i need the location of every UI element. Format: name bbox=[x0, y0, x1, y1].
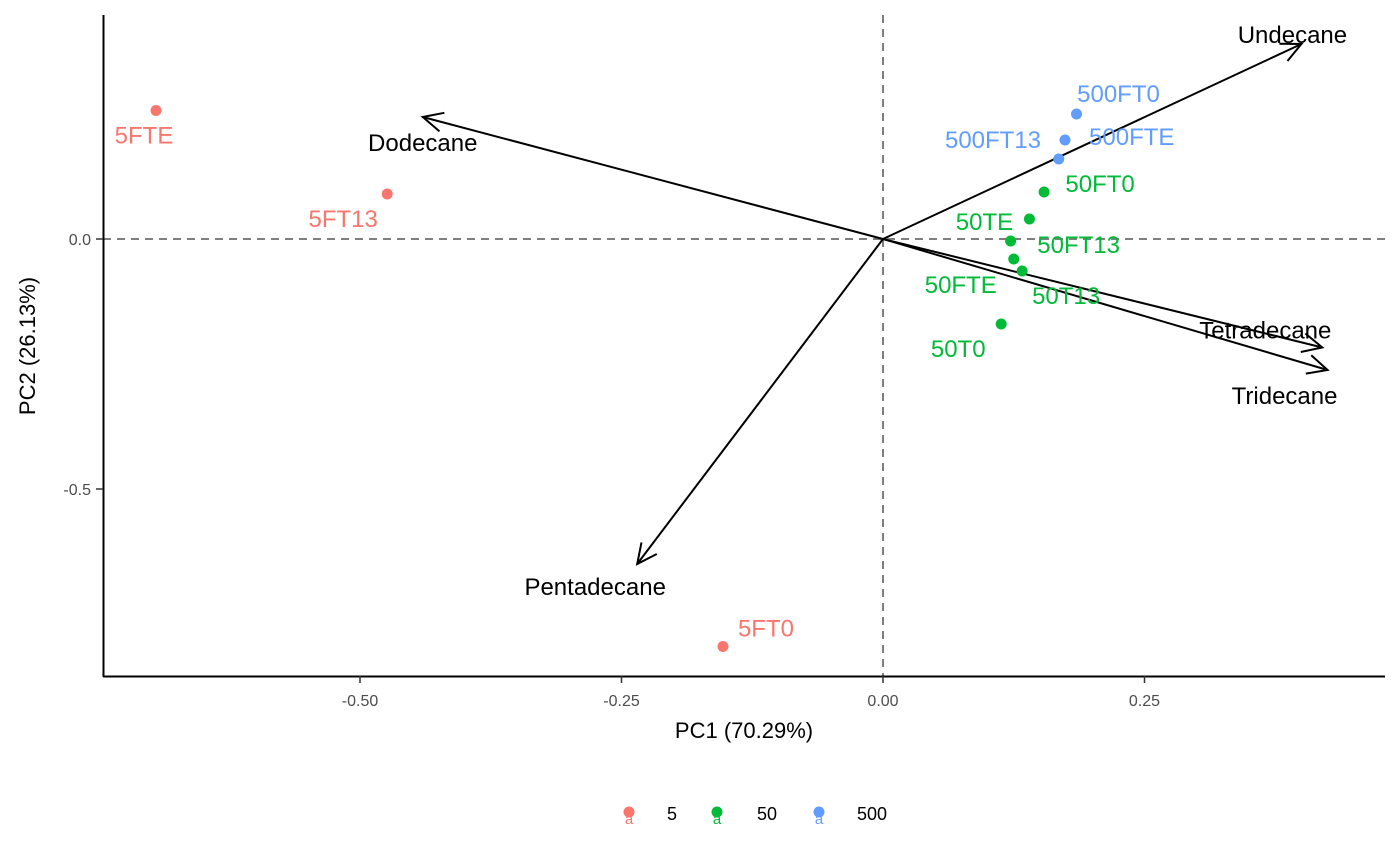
point-label-50ft0: 50FT0 bbox=[1065, 171, 1134, 198]
x-tick-label: -0.50 bbox=[342, 693, 379, 710]
point-500ft13 bbox=[1059, 134, 1071, 146]
loading-arrow-tetradecane bbox=[882, 238, 1323, 349]
point-50t13 bbox=[1016, 265, 1028, 277]
arrowhead-tridecane bbox=[1305, 354, 1330, 375]
reference-lines bbox=[103, 15, 1385, 676]
legend-item-50: a 50 bbox=[711, 804, 777, 828]
point-500fte bbox=[1053, 153, 1065, 165]
legend-key-glyph: a bbox=[625, 811, 634, 828]
legend-item-500: a 500 bbox=[813, 804, 887, 828]
point-label-5fte: 5FTE bbox=[115, 123, 174, 150]
arrowhead-tetradecane bbox=[1300, 332, 1325, 354]
loading-label-pentadecane: Pentadecane bbox=[524, 574, 665, 601]
point-50t0 bbox=[995, 318, 1007, 330]
sample-point-labels: 5FTE 5FT13 5FT0 50FT0 50TE 50FT13 50FTE 50T13 50… bbox=[115, 81, 1175, 643]
point-label-500fte: 500FTE bbox=[1089, 124, 1174, 151]
legend-key-point bbox=[813, 806, 825, 818]
point-50ft13 bbox=[1005, 235, 1017, 247]
x-tick-label: -0.25 bbox=[603, 693, 640, 710]
x-tick-label: 0.25 bbox=[1129, 693, 1160, 710]
y-tick-label: -0.5 bbox=[63, 482, 91, 499]
point-50ft0 bbox=[1038, 186, 1050, 198]
point-label-50fte: 50FTE bbox=[925, 272, 997, 299]
point-label-50ft13: 50FT13 bbox=[1037, 232, 1120, 259]
legend-label: 5 bbox=[667, 804, 677, 824]
sample-points bbox=[150, 105, 1083, 652]
loading-arrow-tridecane bbox=[882, 238, 1328, 371]
loading-label-undecane: Undecane bbox=[1238, 22, 1347, 49]
x-tick-label: 0.00 bbox=[867, 693, 898, 710]
legend-label: 500 bbox=[857, 804, 887, 824]
y-axis-title: PC2 (26.13%) bbox=[15, 277, 40, 415]
loading-arrow-dodecane bbox=[422, 116, 884, 240]
legend-key-point bbox=[711, 806, 723, 818]
point-label-5ft13: 5FT13 bbox=[309, 206, 378, 233]
axis-ticks: -0.50 -0.25 0.00 0.25 -0.5 0.0 bbox=[63, 232, 1160, 710]
x-axis-title: PC1 (70.29%) bbox=[675, 718, 813, 743]
loading-arrow-undecane bbox=[882, 43, 1302, 240]
point-label-50t13: 50T13 bbox=[1032, 283, 1100, 310]
legend: a 5 a 50 a 500 bbox=[623, 804, 887, 828]
arrowhead-pentadecane bbox=[635, 542, 658, 566]
point-label-500ft13: 500FT13 bbox=[945, 127, 1041, 154]
point-50te bbox=[1023, 213, 1035, 225]
point-5fte bbox=[150, 105, 162, 116]
arrowhead-undecane bbox=[1279, 42, 1304, 62]
y-tick-label: 0.0 bbox=[69, 232, 91, 249]
loading-label-dodecane: Dodecane bbox=[368, 130, 477, 157]
loading-label-tetradecane: Tetradecane bbox=[1199, 318, 1331, 345]
point-label-500ft0: 500FT0 bbox=[1077, 81, 1160, 108]
loading-arrow-pentadecane bbox=[636, 238, 884, 565]
point-5ft13 bbox=[381, 188, 393, 200]
point-label-50t0: 50T0 bbox=[931, 336, 986, 363]
point-label-5ft0: 5FT0 bbox=[738, 616, 794, 643]
point-5ft0 bbox=[717, 641, 729, 652]
point-500ft0 bbox=[1071, 108, 1083, 120]
point-50fte bbox=[1008, 253, 1020, 265]
arrowhead-dodecane bbox=[420, 111, 445, 133]
legend-label: 50 bbox=[757, 804, 777, 824]
legend-key-glyph: a bbox=[815, 811, 824, 828]
legend-key-point bbox=[623, 806, 635, 818]
legend-key-glyph: a bbox=[713, 811, 722, 828]
loading-arrows: Undecane Dodecane Tetradecane Tridecane Pent… bbox=[368, 22, 1347, 601]
axes bbox=[102, 15, 1385, 678]
loading-label-tridecane: Tridecane bbox=[1232, 383, 1338, 410]
point-label-50te: 50TE bbox=[956, 209, 1013, 236]
